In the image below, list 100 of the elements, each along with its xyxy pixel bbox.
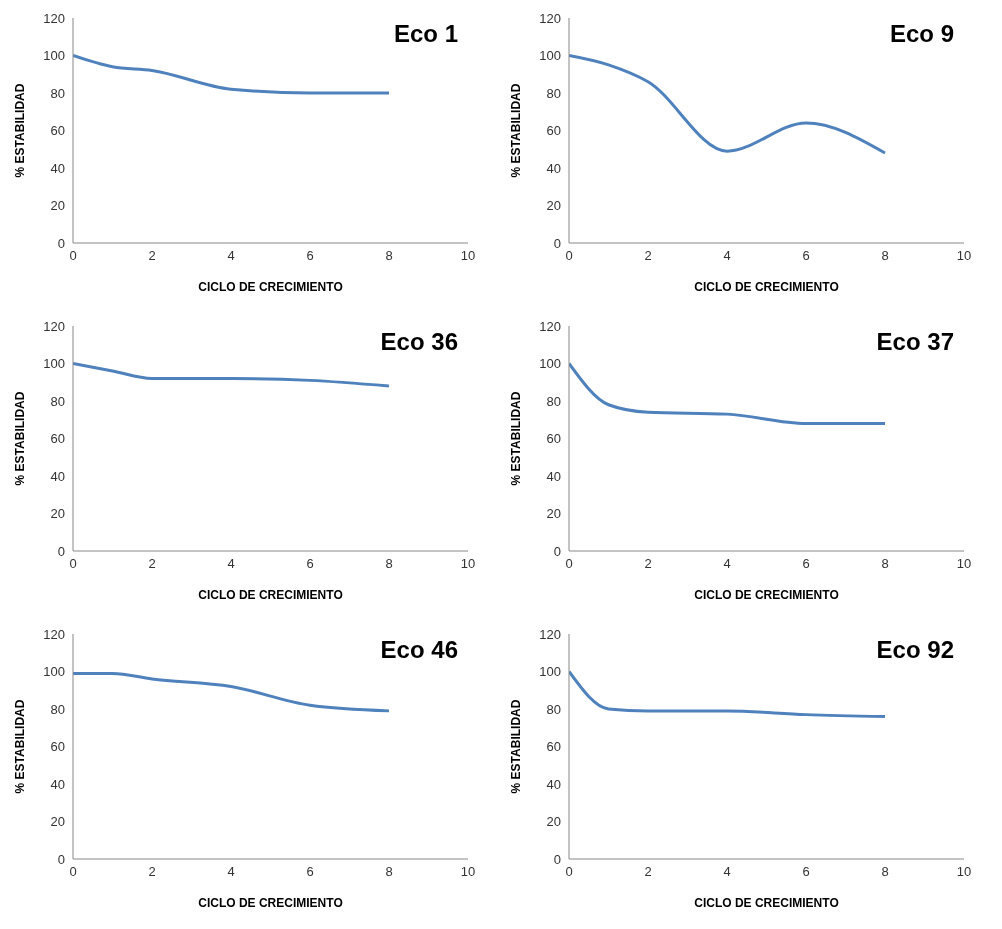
chart-title: Eco 1 [393, 20, 458, 48]
y-tick-label: 20 [50, 814, 65, 830]
x-tick-label: 6 [306, 864, 314, 880]
x-tick-label: 10 [460, 556, 476, 572]
y-tick-label: 20 [50, 198, 65, 214]
line-series [569, 54, 887, 155]
x-tick-label: 8 [881, 248, 889, 264]
y-tick-label: 40 [50, 160, 65, 176]
y-tick-label: 40 [50, 468, 65, 484]
x-tick-label: 2 [644, 556, 652, 572]
x-tick-label: 10 [956, 556, 972, 572]
x-tick-label: 8 [881, 864, 889, 880]
x-tick-label: 10 [956, 864, 972, 880]
y-tick-label: 60 [50, 739, 65, 755]
y-tick-label: 100 [43, 664, 65, 680]
y-tick-label: 20 [50, 506, 65, 522]
y-axis-title: % ESTABILIDAD [13, 391, 28, 486]
line-series [73, 362, 391, 388]
y-tick-label: 100 [539, 664, 561, 680]
y-tick-label: 120 [539, 626, 561, 642]
y-tick-label: 0 [553, 543, 561, 559]
line-series [73, 54, 391, 95]
y-tick-label: 100 [539, 48, 561, 64]
y-tick-label: 120 [43, 626, 65, 642]
x-tick-label: 6 [306, 248, 314, 264]
x-tick-label: 8 [385, 556, 393, 572]
x-tick-label: 0 [565, 556, 573, 572]
x-tick-label: 4 [227, 556, 235, 572]
line-series [73, 671, 391, 713]
y-tick-label: 120 [539, 318, 561, 334]
x-axis-title: CICLO DE CRECIMIENTO [694, 588, 839, 602]
y-tick-label: 60 [546, 431, 561, 447]
y-tick-label: 80 [546, 85, 561, 101]
y-tick-label: 0 [553, 851, 561, 867]
x-tick-label: 6 [802, 248, 810, 264]
y-tick-label: 100 [43, 356, 65, 372]
y-tick-label: 20 [546, 198, 561, 214]
x-tick-label: 6 [306, 556, 314, 572]
y-tick-label: 40 [546, 160, 561, 176]
y-tick-label: 40 [50, 776, 65, 792]
x-tick-label: 0 [69, 556, 77, 572]
x-tick-label: 0 [69, 864, 77, 880]
x-tick-label: 2 [644, 248, 652, 264]
line-series [569, 362, 887, 425]
y-tick-label: 100 [539, 356, 561, 372]
x-tick-label: 10 [460, 864, 476, 880]
y-tick-label: 0 [57, 235, 65, 251]
x-tick-label: 0 [565, 248, 573, 264]
x-tick-label: 4 [723, 864, 731, 880]
y-tick-label: 80 [50, 85, 65, 101]
x-axis-title: CICLO DE CRECIMIENTO [198, 588, 343, 602]
chart-title: Eco 92 [876, 636, 954, 664]
y-tick-label: 80 [50, 701, 65, 717]
x-tick-label: 4 [227, 248, 235, 264]
y-tick-label: 60 [546, 739, 561, 755]
y-tick-label: 0 [57, 543, 65, 559]
x-tick-label: 4 [227, 864, 235, 880]
x-tick-label: 2 [148, 864, 156, 880]
y-tick-label: 120 [539, 10, 561, 26]
x-tick-label: 6 [802, 864, 810, 880]
y-tick-label: 80 [546, 701, 561, 717]
chart-title: Eco 37 [876, 328, 954, 356]
x-tick-label: 10 [956, 248, 972, 264]
chart-title: Eco 46 [380, 636, 458, 664]
y-tick-label: 60 [546, 123, 561, 139]
y-tick-label: 60 [50, 431, 65, 447]
chart-title: Eco 9 [889, 20, 954, 48]
y-tick-label: 40 [546, 468, 561, 484]
x-tick-label: 4 [723, 248, 731, 264]
y-axis-title: % ESTABILIDAD [13, 699, 28, 794]
y-axis-title: % ESTABILIDAD [509, 391, 524, 486]
y-tick-label: 80 [546, 393, 561, 409]
x-tick-label: 2 [148, 556, 156, 572]
x-axis-title: CICLO DE CRECIMIENTO [198, 896, 343, 910]
x-axis-title: CICLO DE CRECIMIENTO [198, 280, 343, 294]
y-tick-label: 0 [57, 851, 65, 867]
x-tick-label: 2 [148, 248, 156, 264]
line-series [569, 670, 887, 718]
y-tick-label: 20 [546, 506, 561, 522]
x-axis-title: CICLO DE CRECIMIENTO [694, 896, 839, 910]
y-tick-label: 0 [553, 235, 561, 251]
x-tick-label: 8 [385, 864, 393, 880]
x-tick-label: 0 [565, 864, 573, 880]
x-tick-label: 0 [69, 248, 77, 264]
x-axis-title: CICLO DE CRECIMIENTO [694, 280, 839, 294]
y-tick-label: 40 [546, 776, 561, 792]
y-tick-label: 120 [43, 318, 65, 334]
y-tick-label: 100 [43, 48, 65, 64]
y-axis-title: % ESTABILIDAD [509, 699, 524, 794]
x-tick-label: 10 [460, 248, 476, 264]
x-tick-label: 8 [881, 556, 889, 572]
x-tick-label: 8 [385, 248, 393, 264]
y-axis-title: % ESTABILIDAD [13, 83, 28, 178]
x-tick-label: 2 [644, 864, 652, 880]
y-tick-label: 80 [50, 393, 65, 409]
y-tick-label: 60 [50, 123, 65, 139]
chart-title: Eco 36 [380, 328, 458, 356]
y-tick-label: 120 [43, 10, 65, 26]
y-tick-label: 20 [546, 814, 561, 830]
y-axis-title: % ESTABILIDAD [509, 83, 524, 178]
